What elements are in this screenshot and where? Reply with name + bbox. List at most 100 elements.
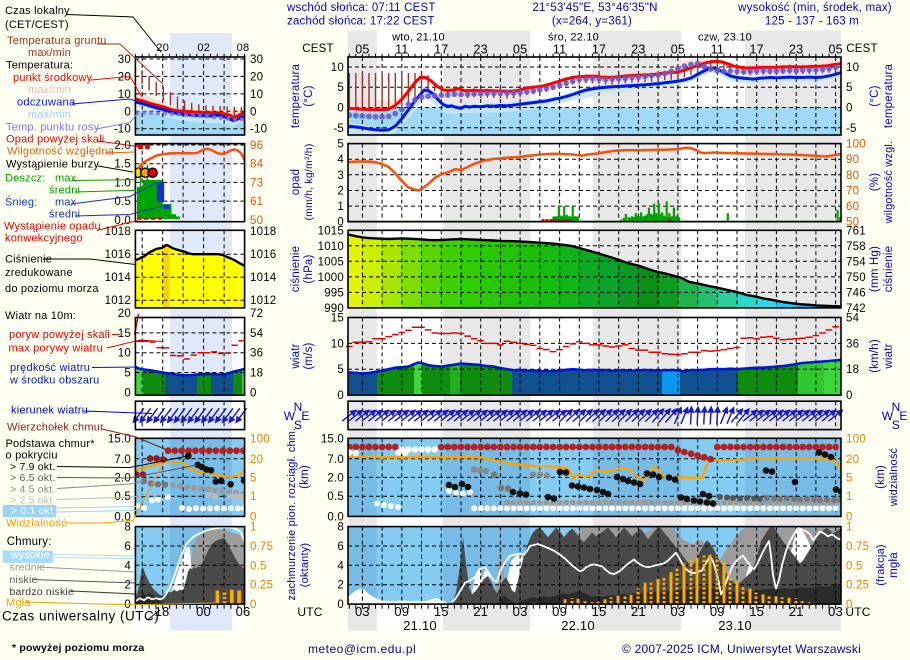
svg-text:0.0: 0.0 [327,511,344,523]
svg-text:17: 17 [434,42,448,56]
svg-text:(x=264, y=361): (x=264, y=361) [552,16,632,28]
svg-text:02: 02 [197,42,210,54]
svg-text:widzialność: widzialność [888,447,900,507]
svg-text:10: 10 [331,338,344,350]
svg-text:W: W [882,409,894,423]
svg-text:0.0: 0.0 [114,215,131,227]
svg-text:6: 6 [124,541,131,553]
svg-text:15: 15 [592,604,607,619]
svg-text:temperatura: temperatura [883,64,895,129]
svg-text:5: 5 [337,139,344,151]
svg-text:100: 100 [846,433,866,445]
svg-text:21.10: 21.10 [403,618,437,633]
svg-text:15.0: 15.0 [321,433,344,445]
svg-text:4: 4 [124,560,131,572]
svg-text:1014: 1014 [250,272,277,284]
svg-text:990: 990 [324,303,344,315]
svg-text:0.75: 0.75 [846,541,869,553]
svg-text:8: 8 [337,522,344,534]
svg-text:125 - 137 - 163 m: 125 - 137 - 163 m [765,16,859,28]
svg-text:96: 96 [250,140,263,152]
svg-text:max/min: max/min [28,109,71,121]
svg-text:06: 06 [236,604,251,619]
svg-text:0: 0 [846,599,853,611]
svg-text:0: 0 [250,387,257,399]
svg-text:punkt środkowy: punkt środkowy [13,72,93,84]
svg-text:54: 54 [846,313,860,325]
svg-text:Czas lokalny: Czas lokalny [5,5,70,17]
svg-text:Wierzchołek chmur: Wierzchołek chmur [7,422,104,434]
svg-text:konwekcyjnego: konwekcyjnego [5,233,83,245]
svg-text:11: 11 [711,42,724,56]
svg-text:-10: -10 [114,124,131,136]
svg-text:kierunek wiatru: kierunek wiatru [11,404,88,416]
svg-text:zachód słońca: 17:22 CEST: zachód słońca: 17:22 CEST [287,16,435,28]
svg-text:11: 11 [553,42,566,56]
svg-text:23: 23 [789,42,803,56]
svg-text:-5: -5 [333,123,344,135]
svg-text:zachmurzenie: zachmurzenie [286,530,298,601]
svg-text:(frakcja): (frakcja) [875,544,887,586]
svg-text:2: 2 [124,580,131,592]
svg-text:© 2007-2025 ICM, Uniwersytet W: © 2007-2025 ICM, Uniwersytet Warszawski [622,642,861,656]
svg-text:20: 20 [250,71,263,83]
svg-text:17: 17 [750,42,764,56]
svg-text:21: 21 [789,604,804,619]
svg-text:10: 10 [331,62,344,74]
svg-text:odczuwana: odczuwana [17,97,76,109]
svg-text:0: 0 [846,511,853,523]
svg-text:0: 0 [846,103,853,115]
svg-text:CEST: CEST [302,43,333,55]
svg-text:0.5: 0.5 [250,560,267,572]
svg-text:73: 73 [250,177,263,189]
svg-text:2: 2 [337,580,344,592]
svg-text:(mm/h, kg/m²/h): (mm/h, kg/m²/h) [303,143,315,220]
svg-text:0.5: 0.5 [846,560,863,572]
svg-text:(°C): (°C) [303,85,315,106]
svg-text:05: 05 [828,42,842,56]
svg-text:03: 03 [828,604,843,619]
svg-text:10: 10 [118,348,131,360]
svg-text:0: 0 [337,390,344,402]
svg-text:1000: 1000 [318,272,344,284]
svg-text:0: 0 [250,599,257,611]
svg-text:23: 23 [474,42,488,56]
svg-text:* powyżej poziomu morza: * powyżej poziomu morza [12,642,144,654]
svg-text:W: W [284,409,296,423]
svg-text:> 4.5 okt.: > 4.5 okt. [10,483,56,495]
svg-text:max porywy wiatru: max porywy wiatru [9,343,103,355]
svg-text:1016: 1016 [250,249,276,261]
svg-text:5: 5 [337,82,344,94]
svg-text:2.0: 2.0 [114,140,131,152]
svg-text:średni: średni [49,185,80,197]
svg-text:21: 21 [631,604,646,619]
svg-text:poryw powyżej skali: poryw powyżej skali [9,329,110,341]
svg-text:72: 72 [250,308,263,320]
svg-text:(km): (km) [299,465,311,489]
svg-text:10: 10 [250,89,263,101]
svg-text:1: 1 [846,491,853,503]
svg-text:70: 70 [846,186,859,198]
svg-text:UTC: UTC [297,605,322,619]
svg-text:4: 4 [337,560,344,572]
svg-text:20: 20 [156,42,169,54]
svg-text:mgła: mgła [888,552,900,578]
svg-text:742: 742 [846,303,866,315]
svg-text:21°53'45"E, 53°46'35"N: 21°53'45"E, 53°46'35"N [532,2,657,14]
svg-text:15: 15 [118,328,131,340]
svg-text:Widzialność: Widzialność [6,518,67,530]
svg-text:max: max [55,197,77,209]
svg-text:0.0: 0.0 [114,511,131,523]
svg-text:(°C): (°C) [869,85,881,106]
svg-text:4: 4 [337,154,344,166]
svg-text:0: 0 [250,511,257,523]
svg-text:7.0: 7.0 [114,454,131,466]
svg-text:N: N [294,400,303,414]
svg-text:03: 03 [670,604,685,619]
svg-text:05: 05 [671,42,685,56]
svg-text:Wystąpienie burzy: Wystąpienie burzy [6,159,99,171]
svg-text:max/min: max/min [28,47,71,59]
svg-text:0.75: 0.75 [250,541,273,553]
svg-text:śro, 22.10: śro, 22.10 [548,32,599,44]
svg-text:1015: 1015 [318,225,344,237]
